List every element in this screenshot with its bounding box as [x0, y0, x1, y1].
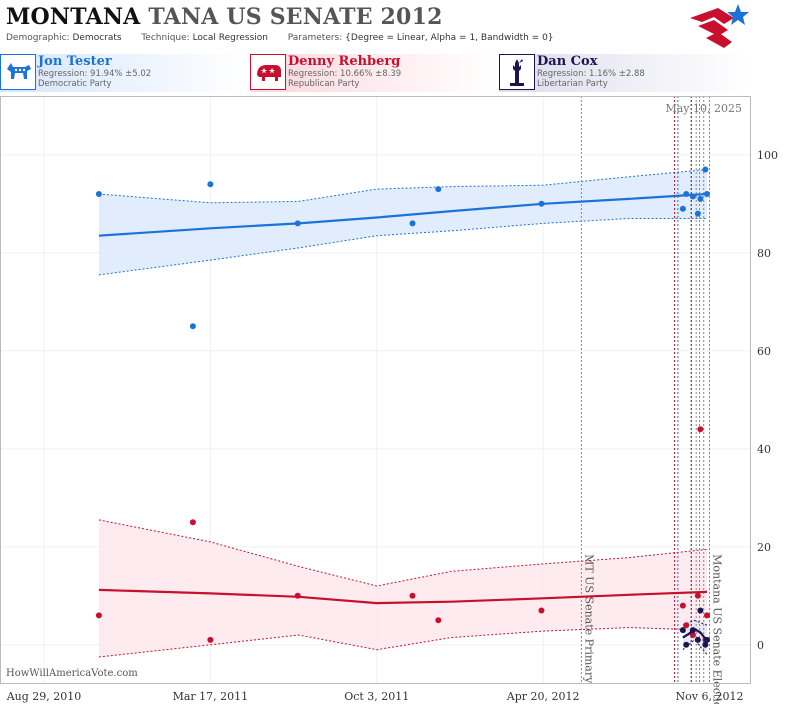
poll-point [697, 195, 704, 202]
y-tick-label: 100 [757, 149, 778, 162]
poll-point [538, 607, 545, 614]
y-tick-label: 20 [757, 541, 771, 554]
regression-chart: 0 20 40 60 80 100 Aug 29, 2010 Mar 17, 2011 Oct … [0, 96, 778, 704]
poll-point [294, 220, 301, 227]
poll-point [689, 193, 696, 200]
site-logo-icon[interactable] [688, 4, 750, 50]
candidate-regression: Regression: 1.16% ±2.88 [537, 69, 645, 79]
poll-point [294, 592, 301, 599]
poll-point [689, 627, 696, 634]
poll-point [702, 641, 709, 648]
poll-point [704, 612, 711, 619]
title-state: MONTANA [6, 4, 141, 30]
poll-point [689, 632, 696, 638]
parameters-value: {Degree = Linear, Alpha = 1, Bandwidth =… [345, 33, 554, 43]
x-tick-label: Nov 6, 2012 [676, 690, 744, 703]
poll-point [207, 181, 214, 188]
poll-point [435, 617, 442, 624]
candidate-cox[interactable]: Dan Cox Regression: 1.16% ±2.88 Libertar… [499, 54, 749, 92]
watermark: HowWillAmericaVote.com [6, 668, 138, 679]
technique-key: Technique: [141, 33, 190, 43]
poll-point [95, 612, 102, 619]
y-tick-label: 60 [757, 345, 771, 358]
x-tick-label: Mar 17, 2011 [173, 690, 249, 703]
candidate-name: Denny Rehberg [288, 54, 401, 69]
x-tick-label: Apr 20, 2012 [506, 690, 580, 703]
y-tick-label: 40 [757, 443, 771, 456]
candidate-tester[interactable]: Jon Tester Regression: 91.94% ±5.02 Demo… [0, 54, 247, 92]
confidence-band [98, 169, 707, 275]
chart-header: MONTANA TANA US SENATE 2012 Demographic:… [0, 0, 789, 52]
elephant-icon [250, 54, 286, 90]
poll-point [694, 210, 701, 217]
poll-point [189, 323, 196, 330]
candidate-name: Dan Cox [537, 54, 598, 69]
parameters-key: Parameters: [287, 33, 343, 43]
confidence-band [98, 519, 707, 657]
page-title: MONTANA TANA US SENATE 2012 [6, 4, 443, 30]
event-label: MT US Senate Primary [582, 554, 595, 684]
confidence-band [682, 620, 707, 655]
upper-bound-line [98, 519, 708, 587]
poll-point [679, 602, 686, 609]
event-label: Montana US Senate Election [711, 554, 724, 704]
poll-point [697, 426, 704, 433]
regression-line [98, 192, 708, 237]
candidate-rehberg[interactable]: Denny Rehberg Regression: 10.66% ±8.39 R… [250, 54, 497, 92]
demographic-key: Demographic: [6, 33, 70, 43]
poll-point [694, 636, 701, 643]
poll-point [679, 627, 686, 634]
demographic-value: Democrats [72, 33, 122, 43]
candidate-party: Democratic Party [38, 79, 112, 89]
poll-point [207, 636, 214, 643]
y-tick-label: 80 [757, 247, 771, 260]
candidate-regression: Regression: 10.66% ±8.39 [288, 69, 402, 79]
poll-point [683, 191, 690, 197]
poll-point [694, 592, 701, 599]
donkey-icon [0, 54, 36, 90]
poll-point [95, 191, 102, 197]
poll-point [704, 636, 711, 643]
y-tick-label: 0 [757, 639, 764, 652]
candidate-party: Republican Party [288, 79, 360, 89]
candidate-regression: Regression: 91.94% ±5.02 [38, 69, 152, 79]
poll-point [704, 191, 711, 197]
parameters-line: Demographic: Democrats Technique: Local … [6, 33, 554, 43]
liberty-icon [499, 54, 535, 90]
poll-point [683, 622, 690, 629]
candidate-party: Libertarian Party [537, 79, 608, 89]
x-tick-label: Aug 29, 2010 [6, 690, 82, 703]
poll-point [683, 641, 690, 648]
poll-point [409, 592, 416, 599]
poll-point [538, 200, 545, 207]
poll-point [189, 519, 196, 526]
poll-point [409, 220, 416, 227]
technique-value: Local Regression [192, 33, 268, 43]
title-rest: TANA US SENATE 2012 [148, 4, 443, 30]
poll-point [679, 205, 686, 212]
candidate-legend: Jon Tester Regression: 91.94% ±5.02 Demo… [0, 54, 789, 94]
regression-line [98, 588, 708, 605]
upper-bound-line [98, 169, 708, 204]
candidate-name: Jon Tester [38, 54, 112, 69]
x-tick-label: Oct 3, 2011 [344, 690, 409, 703]
date-label: May 10, 2025 [665, 102, 742, 115]
poll-point [702, 166, 709, 173]
poll-point [697, 607, 704, 614]
poll-point [435, 186, 442, 193]
